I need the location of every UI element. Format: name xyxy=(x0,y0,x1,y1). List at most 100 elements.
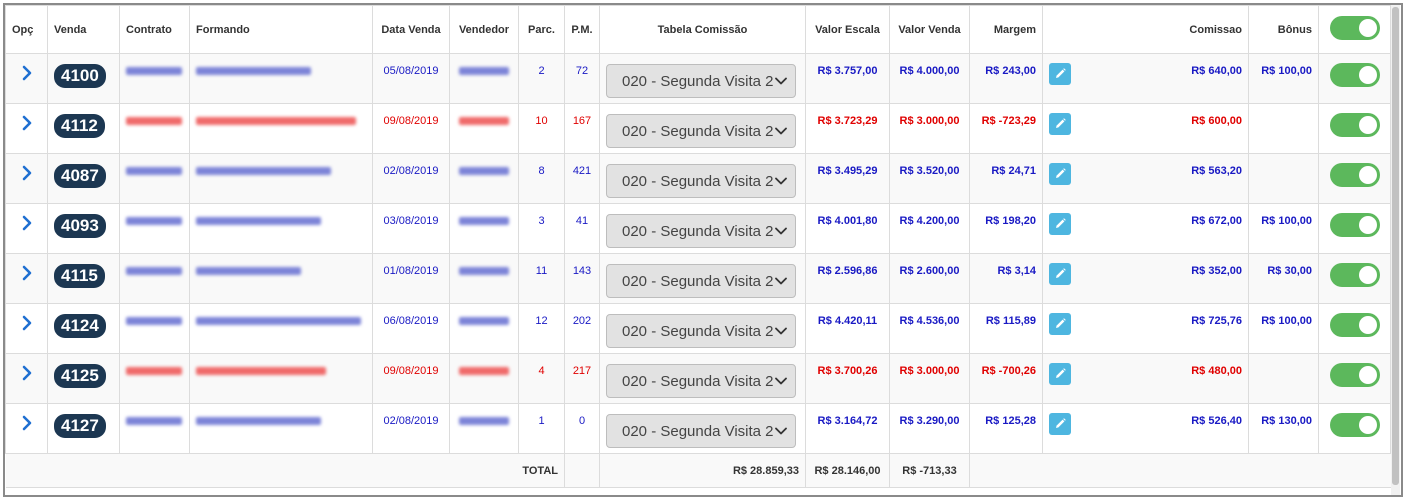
table-row: 4125 09/08/2019 4 217 020 - Segunda Visi… xyxy=(5,353,1391,404)
header-valor-venda[interactable]: Valor Venda xyxy=(889,5,970,54)
chevron-right-icon[interactable] xyxy=(18,315,36,335)
tabela-comissao-select[interactable]: 020 - Segunda Visita 2 xyxy=(606,164,796,198)
venda-id-badge[interactable]: 4115 xyxy=(54,264,105,288)
row-active-toggle[interactable] xyxy=(1329,263,1380,287)
chevron-right-icon[interactable] xyxy=(18,165,36,185)
edit-commission-button[interactable] xyxy=(1049,63,1071,85)
row-parc: 3 xyxy=(518,203,565,254)
table-row: 4124 06/08/2019 12 202 020 - Segunda Vis… xyxy=(5,303,1391,354)
header-data-venda[interactable]: Data Venda xyxy=(372,5,450,54)
table-row: 4112 09/08/2019 10 167 020 - Segunda Vis… xyxy=(5,103,1391,154)
venda-id-badge[interactable]: 4093 xyxy=(54,214,106,238)
chevron-down-icon xyxy=(775,77,787,85)
chevron-right-icon[interactable] xyxy=(18,415,36,435)
row-pm: 421 xyxy=(564,153,600,204)
tabela-comissao-select[interactable]: 020 - Segunda Visita 2 xyxy=(606,414,796,448)
row-active-toggle[interactable] xyxy=(1329,413,1380,437)
header-margem[interactable]: Margem xyxy=(969,5,1043,54)
row-comissao: R$ 563,20 xyxy=(1086,153,1249,204)
chevron-right-icon[interactable] xyxy=(18,115,36,135)
vendedor-redacted xyxy=(459,317,509,325)
row-data-venda: 02/08/2019 xyxy=(372,403,450,454)
header-tabela-comissao[interactable]: Tabela Comissão xyxy=(599,5,806,54)
header-venda[interactable]: Venda xyxy=(47,5,120,54)
contrato-redacted xyxy=(126,117,182,125)
formando-redacted xyxy=(196,67,311,75)
header-comissao[interactable]: Comissao xyxy=(1086,5,1249,54)
tabela-comissao-select[interactable]: 020 - Segunda Visita 2 xyxy=(606,264,796,298)
tabela-comissao-select[interactable]: 020 - Segunda Visita 2 xyxy=(606,214,796,248)
edit-commission-button[interactable] xyxy=(1049,413,1071,435)
header-formando[interactable]: Formando xyxy=(189,5,373,54)
row-margem: R$ 125,28 xyxy=(969,403,1043,454)
row-venda-cell: 4124 xyxy=(47,303,120,354)
row-parc: 11 xyxy=(518,253,565,304)
row-formando-cell xyxy=(189,153,373,204)
venda-id-badge[interactable]: 4112 xyxy=(54,114,105,138)
row-active-toggle[interactable] xyxy=(1329,363,1380,387)
edit-commission-button[interactable] xyxy=(1049,313,1071,335)
venda-id-badge[interactable]: 4124 xyxy=(54,314,106,338)
edit-commission-button[interactable] xyxy=(1049,263,1071,285)
row-venda-cell: 4087 xyxy=(47,153,120,204)
total-valor-venda: R$ 28.146,00 xyxy=(805,453,890,488)
chevron-right-icon[interactable] xyxy=(18,265,36,285)
chevron-right-icon[interactable] xyxy=(18,365,36,385)
row-opc-cell xyxy=(5,203,48,254)
contrato-redacted xyxy=(126,267,182,275)
row-edit-cell xyxy=(1042,103,1087,154)
venda-id-badge[interactable]: 4100 xyxy=(54,64,106,88)
row-parc: 1 xyxy=(518,403,565,454)
header-opc[interactable]: Opç xyxy=(5,5,48,54)
row-active-toggle[interactable] xyxy=(1329,313,1380,337)
row-parc: 2 xyxy=(518,53,565,104)
header-valor-escala[interactable]: Valor Escala xyxy=(805,5,890,54)
edit-commission-button[interactable] xyxy=(1049,163,1071,185)
header-vendedor[interactable]: Vendedor xyxy=(449,5,519,54)
row-edit-cell xyxy=(1042,303,1087,354)
row-pm: 217 xyxy=(564,353,600,404)
row-vendedor-cell xyxy=(449,103,519,154)
row-active-toggle[interactable] xyxy=(1329,163,1380,187)
vertical-scrollbar[interactable] xyxy=(1391,5,1400,495)
header-contrato[interactable]: Contrato xyxy=(119,5,190,54)
row-contrato-cell xyxy=(119,353,190,404)
row-valor-venda: R$ 2.600,00 xyxy=(889,253,970,304)
edit-commission-button[interactable] xyxy=(1049,363,1071,385)
venda-id-badge[interactable]: 4127 xyxy=(54,414,106,438)
row-vendedor-cell xyxy=(449,403,519,454)
row-formando-cell xyxy=(189,103,373,154)
row-active-toggle[interactable] xyxy=(1329,63,1380,87)
chevron-right-icon[interactable] xyxy=(18,215,36,235)
contrato-redacted xyxy=(126,217,182,225)
edit-commission-button[interactable] xyxy=(1049,213,1071,235)
row-tabela-cell: 020 - Segunda Visita 2 xyxy=(599,303,806,354)
chevron-down-icon xyxy=(775,227,787,235)
edit-commission-button[interactable] xyxy=(1049,113,1071,135)
scrollbar-thumb[interactable] xyxy=(1392,7,1399,485)
row-margem: R$ 3,14 xyxy=(969,253,1043,304)
venda-id-badge[interactable]: 4125 xyxy=(54,364,106,388)
header-pm[interactable]: P.M. xyxy=(564,5,600,54)
header-bonus[interactable]: Bônus xyxy=(1248,5,1319,54)
row-valor-venda: R$ 3.520,00 xyxy=(889,153,970,204)
row-margem: R$ 198,20 xyxy=(969,203,1043,254)
row-valor-escala: R$ 4.001,80 xyxy=(805,203,890,254)
row-opc-cell xyxy=(5,153,48,204)
tabela-comissao-select[interactable]: 020 - Segunda Visita 2 xyxy=(606,314,796,348)
row-active-toggle[interactable] xyxy=(1329,213,1380,237)
header-parc[interactable]: Parc. xyxy=(518,5,565,54)
venda-id-badge[interactable]: 4087 xyxy=(54,164,106,188)
row-edit-cell xyxy=(1042,353,1087,404)
row-contrato-cell xyxy=(119,103,190,154)
row-toggle-cell xyxy=(1318,303,1391,354)
chevron-right-icon[interactable] xyxy=(18,65,36,85)
tabela-comissao-select[interactable]: 020 - Segunda Visita 2 xyxy=(606,364,796,398)
vendedor-redacted xyxy=(459,267,509,275)
tabela-comissao-select[interactable]: 020 - Segunda Visita 2 xyxy=(606,64,796,98)
vendedor-redacted xyxy=(459,117,509,125)
tabela-comissao-select[interactable]: 020 - Segunda Visita 2 xyxy=(606,114,796,148)
row-active-toggle[interactable] xyxy=(1329,113,1380,137)
row-bonus xyxy=(1248,153,1319,204)
toggle-all-switch[interactable] xyxy=(1329,16,1380,40)
